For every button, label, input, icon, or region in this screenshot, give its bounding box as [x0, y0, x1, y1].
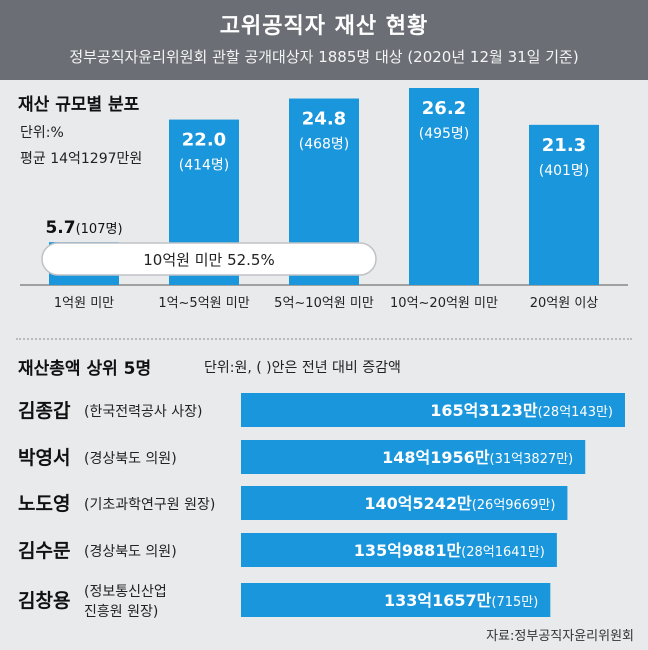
person-name: 김종갑	[18, 400, 71, 422]
distribution-category-label: 20억원 이상	[530, 296, 599, 311]
person-name: 김수문	[18, 540, 70, 562]
distribution-value-label: 24.8	[302, 109, 346, 130]
asset-bar-1	[241, 393, 625, 427]
asset-value-label: 165억3123만(28억143만)	[430, 401, 613, 420]
asset-value-label: 140억5242만(26억9669만)	[364, 494, 555, 513]
distribution-bar-4	[409, 88, 479, 285]
distribution-count-label: (401명)	[539, 163, 590, 179]
source-note: 자료:정부공직자윤리위원회	[486, 629, 634, 644]
person-affiliation: (경상북도 의원)	[84, 544, 177, 560]
distribution-count-label: (495명)	[419, 126, 470, 142]
distribution-average: 평균 14억1297만원	[20, 151, 143, 167]
asset-bar-4	[241, 533, 557, 567]
person-name: 노도영	[18, 493, 70, 515]
asset-value-label: 148억1956만(31억3827만)	[382, 448, 573, 467]
distribution-count-label: (468명)	[299, 137, 350, 153]
person-affiliation: (경상북도 의원)	[84, 451, 177, 467]
asset-bar-2	[241, 440, 586, 474]
top5-unit: 단위:원, ( )안은 전년 대비 증감액	[204, 360, 401, 376]
person-affiliation: (정보통신산업	[84, 584, 167, 600]
distribution-value-label: 5.7(107명)	[45, 218, 122, 238]
distribution-annotation-pill	[41, 242, 377, 276]
distribution-value-label: 21.3	[542, 135, 586, 156]
distribution-title: 재산 규모별 분포	[18, 95, 140, 115]
distribution-count-label: (414명)	[179, 158, 230, 174]
distribution-unit: 단위:%	[20, 125, 64, 141]
section-divider	[16, 338, 632, 340]
asset-bar-5	[241, 583, 551, 617]
distribution-category-label: 5억~10억원 미만	[274, 296, 374, 311]
page-title: 고위공직자 재산 현황	[219, 14, 429, 39]
distribution-category-label: 10억~20억원 미만	[390, 296, 498, 311]
person-affiliation: 진흥원 원장)	[84, 604, 158, 620]
distribution-value-label: 26.2	[422, 98, 466, 119]
distribution-value-label: 22.0	[182, 130, 226, 151]
asset-value-label: 135억9881만(28억1641만)	[354, 541, 545, 560]
distribution-annotation-text: 10억원 미만 52.5%	[143, 251, 274, 269]
asset-bar-3	[241, 486, 568, 520]
top5-title: 재산총액 상위 5명	[18, 359, 152, 379]
distribution-category-label: 1억원 미만	[54, 296, 114, 311]
asset-value-label: 133억1657만(715만)	[384, 591, 538, 610]
distribution-bar-5	[529, 124, 599, 286]
person-name: 김창용	[18, 590, 70, 612]
person-affiliation: (한국전력공사 사장)	[84, 404, 202, 420]
person-affiliation: (기초과학연구원 원장)	[84, 497, 215, 513]
distribution-category-label: 1억~5억원 미만	[158, 296, 249, 311]
person-name: 박영서	[18, 447, 70, 469]
header-banner: 고위공직자 재산 현황 정부공직자윤리위원회 관할 공개대상자 1885명 대상…	[0, 0, 648, 80]
page-subtitle: 정부공직자윤리위원회 관할 공개대상자 1885명 대상 (2020년 12월 …	[69, 48, 579, 66]
